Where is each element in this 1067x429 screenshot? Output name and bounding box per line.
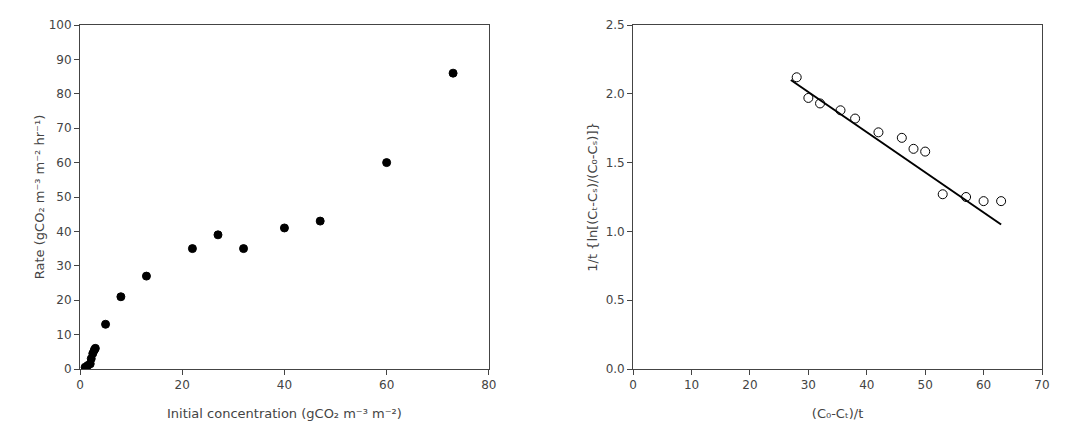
svg-text:40: 40 <box>859 378 874 392</box>
svg-text:90: 90 <box>56 53 71 67</box>
svg-text:80: 80 <box>56 87 71 101</box>
svg-text:30: 30 <box>56 259 71 273</box>
svg-text:0: 0 <box>629 378 637 392</box>
svg-text:1.0: 1.0 <box>606 225 625 239</box>
svg-text:70: 70 <box>1034 378 1049 392</box>
svg-text:0.5: 0.5 <box>606 293 625 307</box>
svg-text:40: 40 <box>56 225 71 239</box>
svg-text:1.5: 1.5 <box>606 156 625 170</box>
svg-text:60: 60 <box>56 156 71 170</box>
svg-text:70: 70 <box>56 121 71 135</box>
svg-text:1/t {ln[(Cₜ-Cₛ)/(C₀-Cₛ)]}: 1/t {ln[(Cₜ-Cₛ)/(C₀-Cₛ)]} <box>585 122 600 272</box>
svg-text:2.0: 2.0 <box>606 87 625 101</box>
svg-text:20: 20 <box>742 378 757 392</box>
svg-text:(C₀-Cₜ)/t: (C₀-Cₜ)/t <box>812 406 864 421</box>
svg-text:50: 50 <box>918 378 933 392</box>
svg-text:Rate (gCO₂ m⁻³ m⁻² hr⁻¹): Rate (gCO₂ m⁻³ m⁻² hr⁻¹) <box>32 115 47 279</box>
svg-text:0: 0 <box>64 362 72 376</box>
svg-text:10: 10 <box>684 378 699 392</box>
svg-text:Initial concentration (gCO₂ m⁻: Initial concentration (gCO₂ m⁻³ m⁻²) <box>167 406 402 421</box>
svg-text:20: 20 <box>56 293 71 307</box>
svg-text:30: 30 <box>801 378 816 392</box>
svg-text:80: 80 <box>481 378 496 392</box>
svg-text:50: 50 <box>56 190 71 204</box>
svg-text:40: 40 <box>277 378 292 392</box>
svg-text:100: 100 <box>49 18 72 32</box>
svg-text:60: 60 <box>976 378 991 392</box>
svg-text:60: 60 <box>379 378 394 392</box>
svg-text:2.5: 2.5 <box>606 18 625 32</box>
svg-text:10: 10 <box>56 328 71 342</box>
svg-text:0.0: 0.0 <box>606 362 625 376</box>
svg-text:20: 20 <box>175 378 190 392</box>
svg-text:0: 0 <box>76 378 84 392</box>
